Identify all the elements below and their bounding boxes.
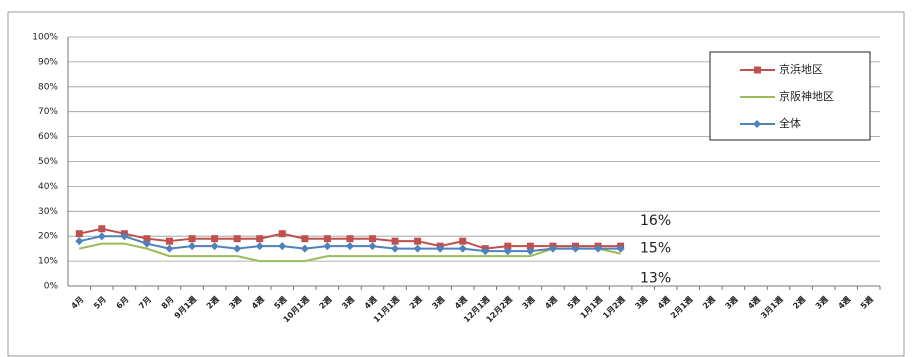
point — [391, 244, 400, 253]
point — [548, 244, 557, 253]
point — [143, 235, 151, 243]
point — [413, 244, 422, 253]
end-label: 15% — [640, 241, 671, 257]
point — [369, 235, 376, 243]
point — [346, 235, 354, 243]
point — [278, 230, 286, 238]
point — [414, 237, 422, 245]
point — [256, 235, 264, 243]
point — [571, 244, 580, 253]
point — [301, 235, 309, 243]
point — [165, 244, 174, 253]
point — [616, 244, 625, 253]
point — [368, 242, 377, 251]
point — [594, 244, 603, 253]
end-label: 16% — [640, 213, 671, 229]
point — [233, 235, 241, 243]
point — [323, 235, 331, 243]
legend-marker — [753, 120, 761, 128]
y-tick-label: 90% — [38, 57, 58, 67]
point — [436, 244, 445, 253]
point — [97, 232, 106, 241]
legend-marker — [754, 66, 761, 74]
point — [526, 247, 535, 256]
point — [98, 225, 106, 233]
point — [345, 242, 354, 251]
y-tick-label: 50% — [38, 157, 58, 167]
legend-label: 全体 — [779, 116, 801, 130]
point — [211, 235, 219, 243]
point — [188, 242, 197, 251]
y-tick-label: 10% — [38, 257, 58, 267]
end-label: 13% — [640, 271, 671, 287]
point — [481, 247, 490, 256]
point — [458, 244, 467, 253]
legend-label: 京浜地区 — [779, 62, 823, 76]
legend-label: 京阪神地区 — [779, 89, 834, 103]
y-tick-label: 20% — [38, 232, 58, 242]
y-tick-label: 0% — [44, 282, 59, 292]
point — [142, 239, 151, 248]
point — [503, 247, 512, 256]
point — [188, 235, 196, 243]
y-tick-label: 40% — [38, 182, 58, 192]
point — [504, 242, 512, 250]
y-tick-label: 70% — [38, 107, 58, 117]
point — [120, 232, 129, 241]
series-line — [79, 242, 621, 263]
point — [233, 244, 242, 253]
point — [255, 242, 264, 251]
y-tick-label: 60% — [38, 132, 58, 142]
legend-box — [709, 51, 871, 141]
y-tick-label: 30% — [38, 207, 58, 217]
point — [166, 237, 173, 245]
point — [278, 242, 287, 251]
y-tick-label: 100% — [32, 33, 58, 43]
point — [75, 230, 83, 238]
point — [75, 237, 84, 246]
y-tick-label: 80% — [38, 82, 58, 92]
point — [300, 244, 309, 253]
point — [459, 237, 467, 245]
point — [210, 242, 219, 251]
point — [323, 242, 332, 251]
point — [526, 242, 534, 250]
point — [391, 237, 399, 245]
